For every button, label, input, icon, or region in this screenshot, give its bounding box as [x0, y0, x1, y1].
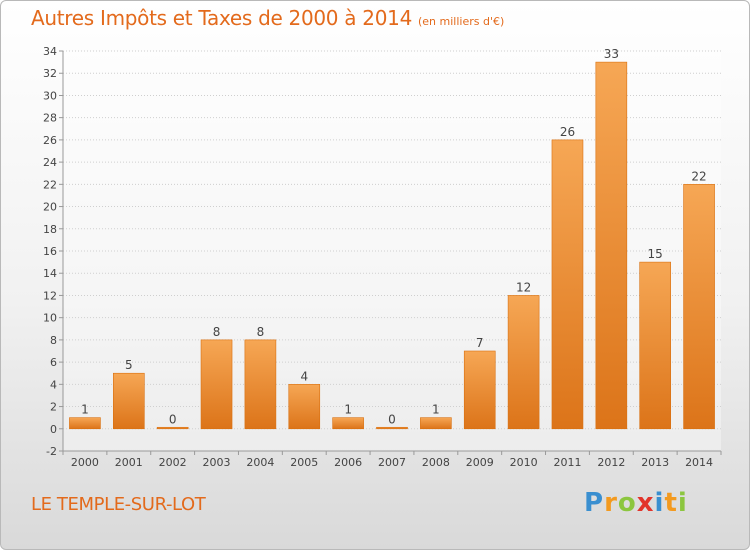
bar-2010 — [507, 295, 540, 430]
bar-2014 — [683, 184, 715, 430]
logo-letter: i — [654, 488, 665, 518]
data-label-2004: 8 — [257, 325, 265, 339]
y-tick-label: 20 — [43, 201, 57, 214]
x-tick-label-2011: 2011 — [553, 456, 581, 469]
y-tick-label: 30 — [43, 89, 57, 102]
x-tick-label-2012: 2012 — [597, 456, 625, 469]
x-tick-label-2003: 2003 — [203, 456, 231, 469]
x-tick-label-2010: 2010 — [510, 456, 538, 469]
logo-letter: i — [677, 488, 688, 518]
y-tick-label: 28 — [43, 112, 57, 125]
bar-2012 — [595, 61, 628, 430]
bar-2002 — [156, 426, 189, 430]
bar-2009 — [463, 350, 496, 430]
x-tick-label-2009: 2009 — [466, 456, 494, 469]
data-label-2009: 7 — [476, 336, 484, 350]
chart-title-text: Autres Impôts et Taxes de 2000 à 2014 — [31, 6, 412, 30]
bar-2003 — [200, 339, 233, 430]
x-tick-label-2008: 2008 — [422, 456, 450, 469]
bar-2008 — [420, 417, 452, 430]
logo-letter: o — [617, 488, 637, 518]
bar-2000 — [69, 417, 101, 430]
data-label-2010: 12 — [516, 280, 531, 294]
data-label-2003: 8 — [213, 325, 221, 339]
x-tick-label-2004: 2004 — [246, 456, 274, 469]
y-tick-label: 0 — [50, 423, 57, 436]
bar-2001 — [113, 372, 145, 430]
bars — [69, 61, 715, 430]
x-tick-label-2006: 2006 — [334, 456, 362, 469]
y-tick-label: 8 — [50, 334, 57, 347]
y-tick-label: 2 — [50, 401, 57, 414]
data-label-2001: 5 — [125, 358, 133, 372]
x-tick-label-2007: 2007 — [378, 456, 406, 469]
bar-2005 — [288, 384, 321, 430]
chart-title: Autres Impôts et Taxes de 2000 à 2014 (en… — [31, 6, 504, 30]
bar-2013 — [639, 261, 672, 430]
bar-2006 — [332, 417, 364, 430]
x-tick-label-2000: 2000 — [71, 456, 99, 469]
bar-2004 — [244, 339, 277, 430]
x-tick-label-2005: 2005 — [290, 456, 318, 469]
commune-name: LE TEMPLE-SUR-LOT — [31, 494, 206, 515]
y-tick-label: 16 — [43, 245, 57, 258]
y-tick-label: 12 — [43, 289, 57, 302]
data-label-2012: 33 — [604, 47, 619, 61]
data-label-2007: 0 — [388, 412, 396, 426]
y-tick-label: 22 — [43, 178, 57, 191]
bar-2007 — [376, 426, 408, 430]
x-tick-label-2002: 2002 — [159, 456, 187, 469]
chart-unit-note: (en milliers d'€) — [418, 15, 505, 28]
y-tick-label: 18 — [43, 223, 57, 236]
y-tick-label: 14 — [43, 267, 57, 280]
x-tick-label-2001: 2001 — [115, 456, 143, 469]
logo-letter: t — [664, 488, 678, 518]
proxiti-logo: Proxiti — [584, 488, 688, 518]
logo-letter: r — [604, 488, 618, 518]
y-tick-label: 32 — [43, 67, 57, 80]
y-tick-label: 24 — [43, 156, 57, 169]
data-label-2005: 4 — [300, 369, 308, 383]
y-tick-label: 26 — [43, 134, 57, 147]
bar-2011 — [551, 139, 584, 430]
y-tick-label: 34 — [43, 45, 57, 58]
data-label-2006: 1 — [344, 403, 352, 417]
data-label-2008: 1 — [432, 403, 440, 417]
logo-letter: x — [636, 488, 655, 518]
x-tick-label-2014: 2014 — [685, 456, 713, 469]
y-tick-label: -2 — [46, 445, 57, 458]
y-tick-label: 6 — [50, 356, 57, 369]
y-tick-label: 10 — [43, 312, 57, 325]
data-label-2014: 22 — [691, 169, 706, 183]
y-tick-label: 4 — [50, 378, 57, 391]
logo-letter: P — [584, 488, 605, 518]
data-label-2000: 1 — [81, 403, 89, 417]
data-label-2011: 26 — [560, 125, 575, 139]
x-tick-label-2013: 2013 — [641, 456, 669, 469]
data-label-2002: 0 — [169, 412, 177, 426]
data-label-2013: 15 — [648, 247, 663, 261]
